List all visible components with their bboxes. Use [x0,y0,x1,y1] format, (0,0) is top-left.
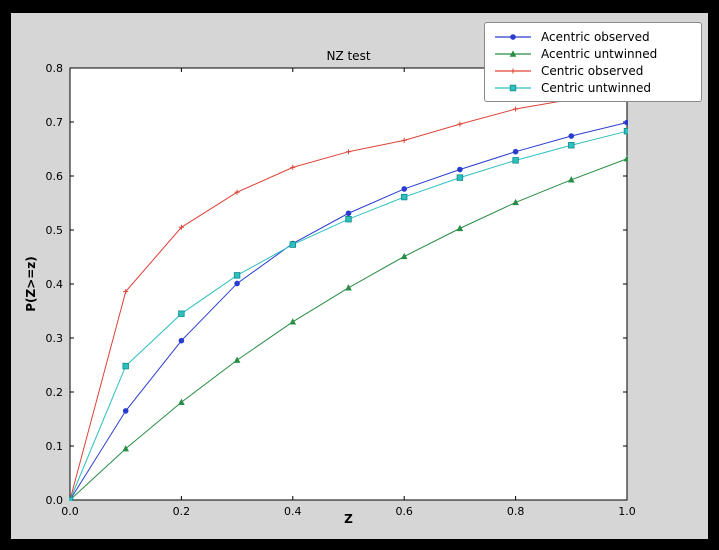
circle-marker [457,166,463,173]
x-axis-label: Z [344,512,353,526]
square-marker [69,496,74,501]
series-centric-untwinned [69,127,628,501]
square-marker [122,362,129,370]
square-marker [233,272,241,279]
circle-marker [510,33,516,40]
y-tick-label: 0.8 [46,62,64,75]
legend-item-centric-observed: Centric observed [493,62,693,79]
triangle-marker [568,176,575,183]
circle-marker [234,280,240,287]
y-tick-label: 0.1 [46,440,64,453]
y-tick-label: 0.6 [46,170,64,183]
y-tick-label: 0.2 [46,386,64,399]
square-marker [623,127,628,135]
square-marker [512,157,519,164]
legend-item-label: Acentric untwinned [541,46,658,61]
circle-marker [624,119,628,126]
chart-title: NZ test [326,49,371,63]
square-marker [509,84,517,91]
legend-item-acentric-untwinned: Acentric untwinned [493,45,693,62]
x-tick-label: 1.0 [618,505,636,518]
legend-item-acentric-observed: Acentric observed [493,28,693,45]
legend-line-sample [495,33,531,40]
legend: Acentric observed Acentric untwinned Centr… [484,22,702,102]
x-tick-label: 0.6 [395,505,413,518]
x-tick-label: 0.4 [284,505,302,518]
triangle-marker [400,252,408,260]
triangle-marker [509,49,517,57]
legend-line-sample [495,49,531,57]
circle-marker [401,186,408,192]
legend-item-centric-untwinned: Centric untwinned [493,79,693,96]
circle-marker [122,408,129,414]
y-tick-label: 0.3 [46,332,64,345]
legend-item-label: Centric untwinned [541,80,652,95]
legend-item-label: Centric observed [541,63,644,78]
legend-line-sample [495,68,531,73]
square-marker [400,193,408,201]
triangle-marker [345,284,352,291]
y-tick-label: 0.5 [46,224,64,237]
circle-marker [568,133,575,139]
legend-item-label: Acentric observed [541,29,650,44]
y-tick-label: 0.0 [46,494,64,507]
square-marker [345,215,352,223]
triangle-marker [623,155,628,162]
square-marker [178,310,185,317]
x-tick-label: 0.8 [507,505,525,518]
triangle-marker [233,356,241,363]
series-centric-observed [69,88,628,501]
square-marker [289,241,296,248]
legend-line-sample [495,84,531,91]
y-axis-label: P(Z>=z) [24,256,38,312]
square-marker [456,174,464,181]
y-tick-label: 0.4 [46,278,64,291]
triangle-marker [122,445,129,452]
plot-frame [69,67,628,501]
triangle-marker [456,224,464,232]
triangle-marker [178,398,185,405]
y-tick-label: 0.7 [46,116,64,129]
circle-marker [345,210,352,217]
circle-marker [512,148,519,155]
x-tick-label: 0.2 [173,505,191,518]
triangle-marker [512,198,519,206]
triangle-marker [289,318,297,325]
circle-marker [178,337,185,344]
x-tick-label: 0.0 [61,505,79,518]
square-marker [568,142,575,149]
